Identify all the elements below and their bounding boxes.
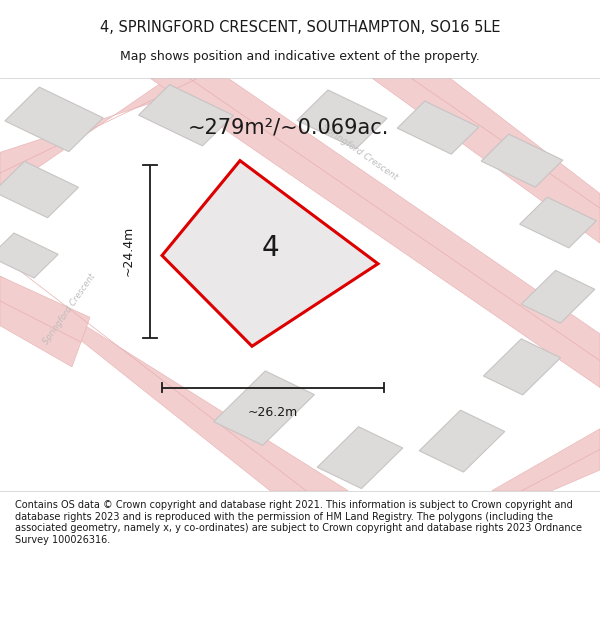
Text: Springford Crescent: Springford Crescent [320, 122, 400, 182]
Polygon shape [484, 339, 560, 395]
Polygon shape [214, 371, 314, 445]
Polygon shape [481, 134, 563, 187]
Text: 4: 4 [261, 234, 279, 262]
Polygon shape [297, 90, 387, 149]
Text: Springford Crescent: Springford Crescent [41, 272, 97, 346]
Polygon shape [521, 271, 595, 323]
Polygon shape [139, 84, 233, 146]
Text: Contains OS data © Crown copyright and database right 2021. This information is : Contains OS data © Crown copyright and d… [15, 500, 582, 545]
Text: 4, SPRINGFORD CRESCENT, SOUTHAMPTON, SO16 5LE: 4, SPRINGFORD CRESCENT, SOUTHAMPTON, SO1… [100, 20, 500, 35]
Polygon shape [0, 233, 58, 278]
Polygon shape [150, 78, 600, 388]
Polygon shape [162, 161, 378, 346]
Polygon shape [0, 276, 348, 491]
Text: ~279m²/~0.069ac.: ~279m²/~0.069ac. [187, 118, 389, 138]
Polygon shape [419, 410, 505, 472]
Polygon shape [0, 78, 228, 194]
Text: ~26.2m: ~26.2m [248, 406, 298, 419]
Text: Map shows position and indicative extent of the property.: Map shows position and indicative extent… [120, 50, 480, 62]
Polygon shape [520, 197, 596, 248]
Polygon shape [372, 78, 600, 243]
Polygon shape [0, 276, 90, 367]
Polygon shape [0, 161, 79, 217]
Polygon shape [492, 429, 600, 491]
Polygon shape [317, 427, 403, 489]
Text: ~24.4m: ~24.4m [122, 226, 135, 276]
Polygon shape [397, 101, 479, 154]
Polygon shape [5, 87, 103, 152]
